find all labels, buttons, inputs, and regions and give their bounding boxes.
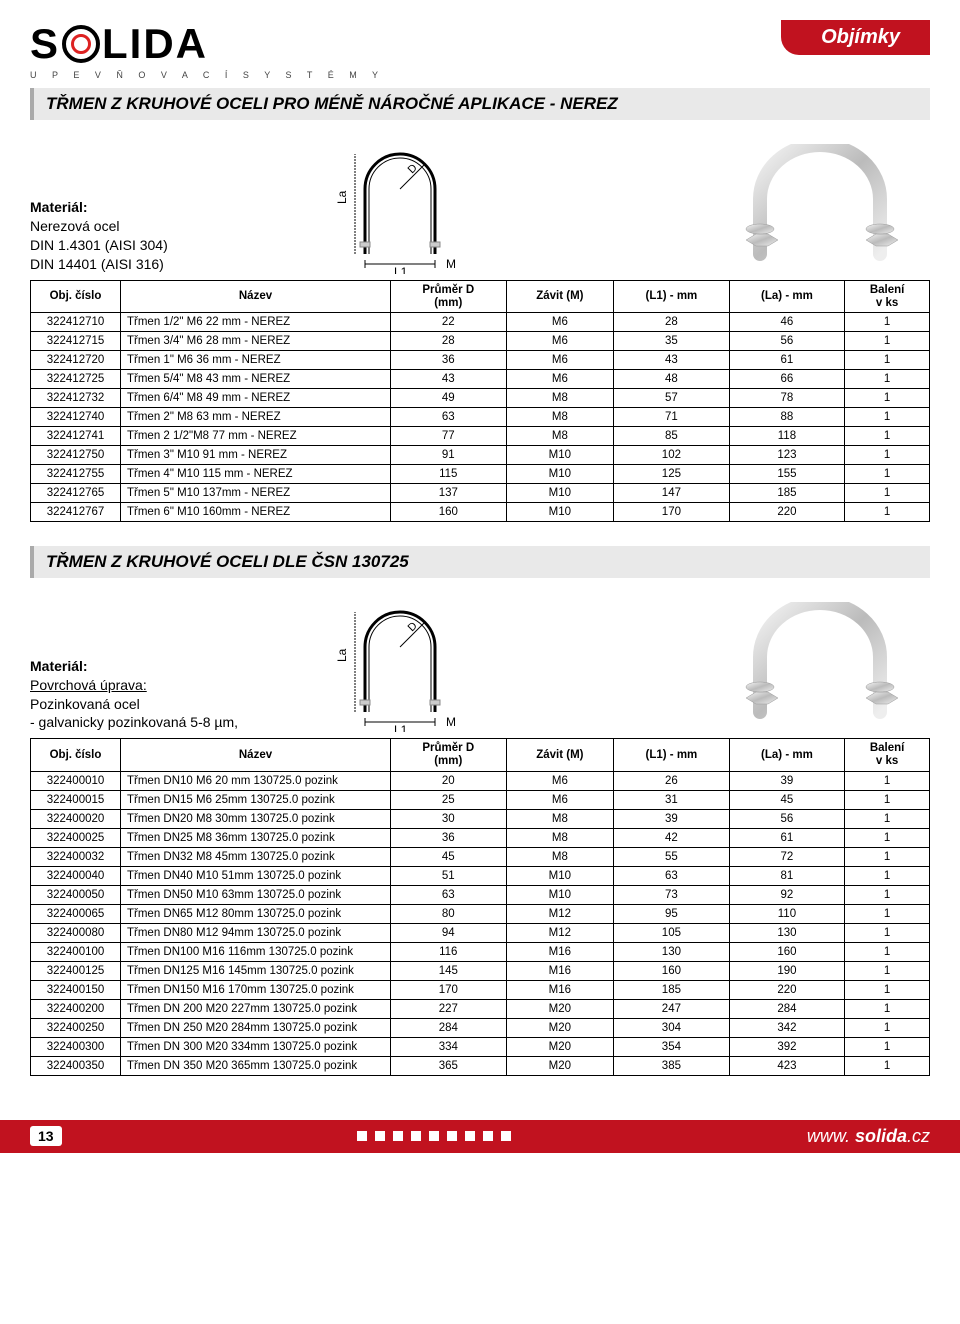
table-row: 322400100Třmen DN100 M16 116mm 130725.0 … xyxy=(31,942,930,961)
svg-text:D: D xyxy=(406,620,420,634)
section2-table: Obj. čísloNázevPrůměr D(mm)Závit (M)(L1)… xyxy=(30,738,930,1075)
table-header: Balenív ks xyxy=(845,739,930,771)
ubolt-photo xyxy=(530,144,930,274)
section1-title: TŘMEN Z KRUHOVÉ OCELI PRO MÉNĚ NÁROČNÉ A… xyxy=(30,88,930,120)
page-number: 13 xyxy=(30,1126,62,1146)
brand-logo: SLIDA U P E V Ň O V A C Í S Y S T É M Y xyxy=(30,20,385,80)
table-header: (L1) - mm xyxy=(614,739,730,771)
table-row: 322400080Třmen DN80 M12 94mm 130725.0 po… xyxy=(31,923,930,942)
table-row: 322400065Třmen DN65 M12 80mm 130725.0 po… xyxy=(31,904,930,923)
table-row: 322412741Třmen 2 1/2"M8 77 mm - NEREZ77M… xyxy=(31,427,930,446)
svg-text:M: M xyxy=(446,257,456,271)
table-row: 322412767Třmen 6" M10 160mm - NEREZ160M1… xyxy=(31,503,930,522)
table-row: 322400050Třmen DN50 M10 63mm 130725.0 po… xyxy=(31,885,930,904)
table-row: 322412740Třmen 2" M8 63 mm - NEREZ63M871… xyxy=(31,408,930,427)
section1-material: Materiál: Nerezová ocel DIN 1.4301 (AISI… xyxy=(30,198,270,274)
table-row: 322400032Třmen DN32 M8 45mm 130725.0 poz… xyxy=(31,847,930,866)
svg-text:D: D xyxy=(406,162,420,176)
table-row: 322400200Třmen DN 200 M20 227mm 130725.0… xyxy=(31,999,930,1018)
footer-squares-icon xyxy=(357,1131,511,1141)
table-row: 322412725Třmen 5/4" M8 43 mm - NEREZ43M6… xyxy=(31,370,930,389)
table-header: Obj. číslo xyxy=(31,739,121,771)
table-row: 322400015Třmen DN15 M6 25mm 130725.0 poz… xyxy=(31,790,930,809)
table-row: 322400250Třmen DN 250 M20 284mm 130725.0… xyxy=(31,1018,930,1037)
table-header: Závit (M) xyxy=(506,281,614,313)
table-row: 322400300Třmen DN 300 M20 334mm 130725.0… xyxy=(31,1037,930,1056)
ubolt-diagram-2: La L1 M D xyxy=(300,592,500,732)
table-row: 322400125Třmen DN125 M16 145mm 130725.0 … xyxy=(31,961,930,980)
ubolt-diagram: La L1 M D xyxy=(300,134,500,274)
table-row: 322412750Třmen 3" M10 91 mm - NEREZ91M10… xyxy=(31,446,930,465)
table-row: 322400040Třmen DN40 M10 51mm 130725.0 po… xyxy=(31,866,930,885)
svg-text:La: La xyxy=(335,649,349,663)
table-header: (L1) - mm xyxy=(614,281,730,313)
table-row: 322400150Třmen DN150 M16 170mm 130725.0 … xyxy=(31,980,930,999)
table-header: Závit (M) xyxy=(506,739,614,771)
section1-table: Obj. čísloNázevPrůměr D(mm)Závit (M)(L1)… xyxy=(30,280,930,522)
table-header: Balenív ks xyxy=(845,281,930,313)
logo-o-icon xyxy=(62,25,100,63)
table-header: (La) - mm xyxy=(729,739,845,771)
svg-text:L1: L1 xyxy=(394,265,408,274)
table-row: 322400350Třmen DN 350 M20 365mm 130725.0… xyxy=(31,1056,930,1075)
table-row: 322412710Třmen 1/2" M6 22 mm - NEREZ22M6… xyxy=(31,313,930,332)
table-row: 322400010Třmen DN10 M6 20 mm 130725.0 po… xyxy=(31,771,930,790)
svg-text:M: M xyxy=(446,715,456,729)
table-header: Název xyxy=(121,281,391,313)
section2-material: Materiál: Povrchová úprava: Pozinkovaná … xyxy=(30,657,270,733)
brand-tagline: U P E V Ň O V A C Í S Y S T É M Y xyxy=(30,70,385,80)
table-row: 322412720Třmen 1" M6 36 mm - NEREZ36M643… xyxy=(31,351,930,370)
table-row: 322412732Třmen 6/4" M8 49 mm - NEREZ49M8… xyxy=(31,389,930,408)
table-header: Název xyxy=(121,739,391,771)
table-row: 322412765Třmen 5" M10 137mm - NEREZ137M1… xyxy=(31,484,930,503)
page-footer: 13 www. solida.cz xyxy=(0,1120,960,1153)
ubolt-photo-2 xyxy=(530,602,930,732)
table-row: 322412715Třmen 3/4" M6 28 mm - NEREZ28M6… xyxy=(31,332,930,351)
section2-title: TŘMEN Z KRUHOVÉ OCELI DLE ČSN 130725 xyxy=(30,546,930,578)
table-header: Průměr D(mm) xyxy=(391,739,507,771)
table-row: 322412755Třmen 4" M10 115 mm - NEREZ115M… xyxy=(31,465,930,484)
svg-text:La: La xyxy=(335,190,349,204)
table-row: 322400025Třmen DN25 M8 36mm 130725.0 poz… xyxy=(31,828,930,847)
table-header: (La) - mm xyxy=(729,281,845,313)
table-header: Obj. číslo xyxy=(31,281,121,313)
svg-text:L1: L1 xyxy=(394,723,408,732)
table-row: 322400020Třmen DN20 M8 30mm 130725.0 poz… xyxy=(31,809,930,828)
table-header: Průměr D(mm) xyxy=(391,281,507,313)
category-tab: Objímky xyxy=(781,20,930,55)
footer-url: www. solida.cz xyxy=(807,1126,930,1147)
